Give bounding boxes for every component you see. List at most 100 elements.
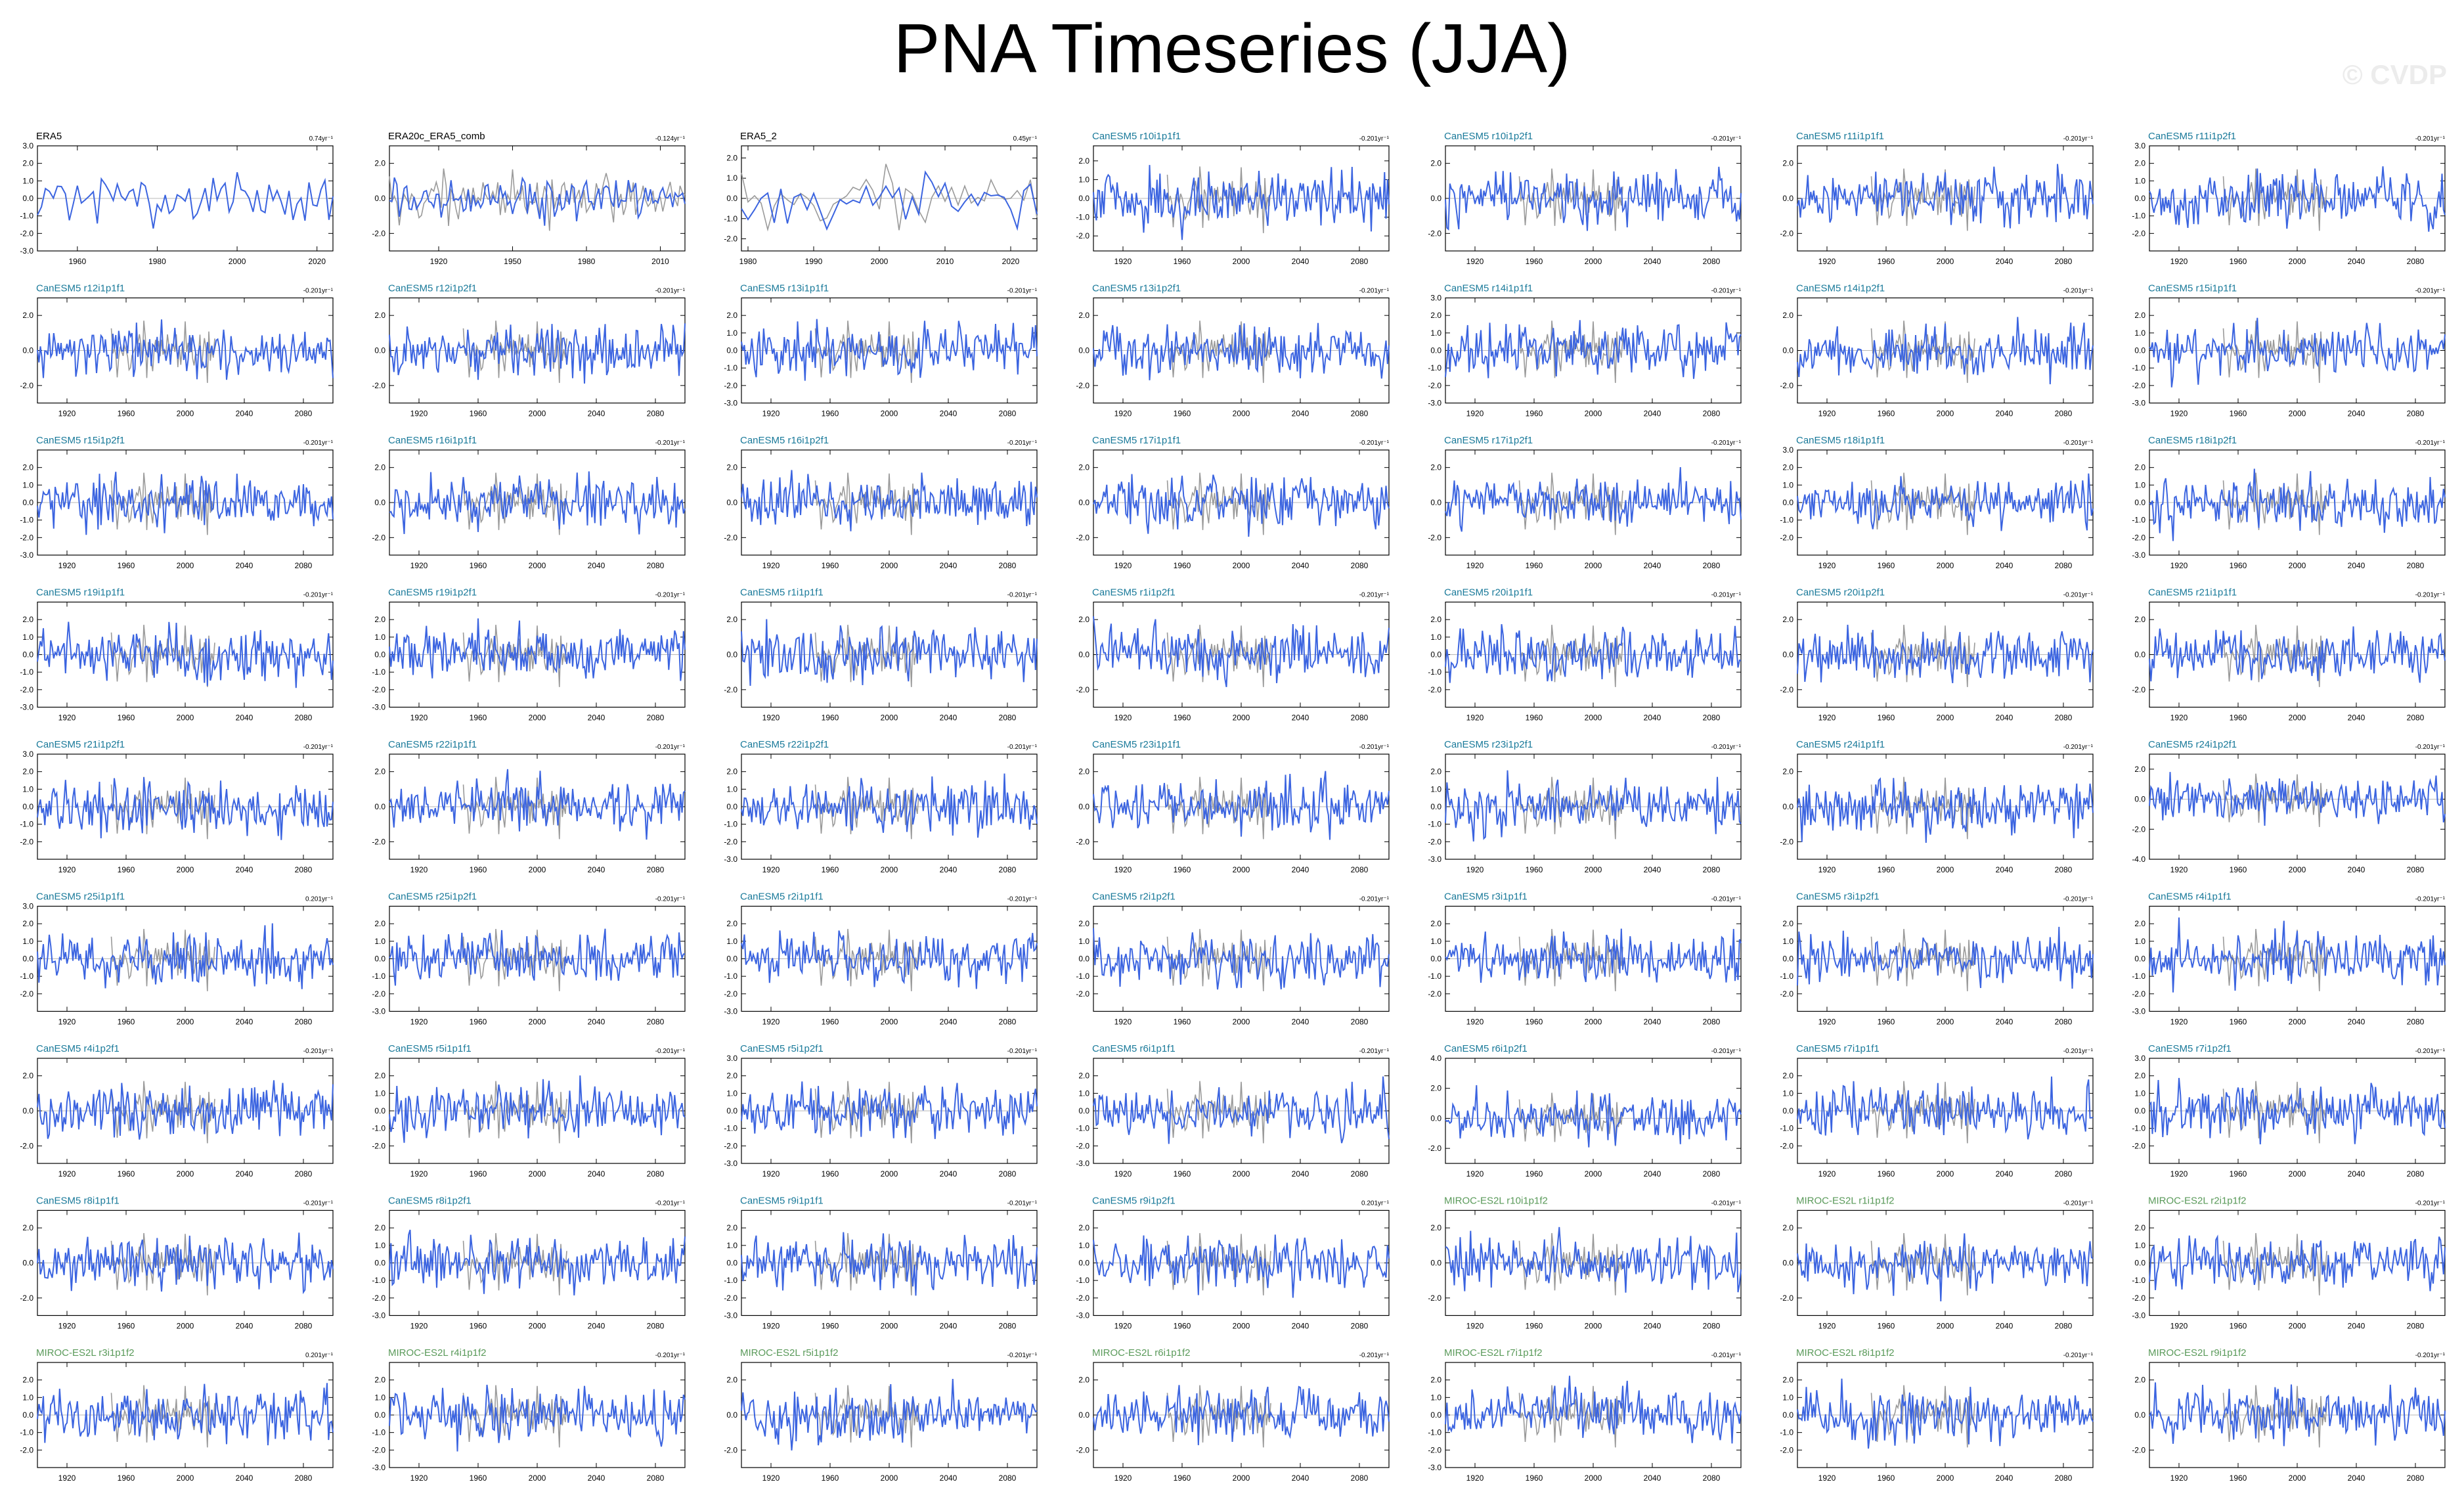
y-tick-label: 0.0 [374, 802, 385, 811]
panel-40: CanESM5 r3i1p1f1 -0.201yr⁻¹ 2.0 1.0 0.0 -1.0 -… [1428, 891, 1742, 1027]
y-tick-label: 2.0 [2134, 159, 2145, 168]
y-tick-label: 2.0 [1430, 159, 1441, 168]
y-tick-label: 1.0 [374, 1089, 385, 1098]
x-tick-label: 2000 [2289, 865, 2306, 874]
x-tick-label: 2000 [1937, 713, 1954, 723]
y-tick-label: -2.0 [724, 381, 737, 390]
panel-trend: -0.201yr⁻¹ [1711, 592, 1742, 599]
series-line [2149, 1382, 2446, 1447]
y-tick-label: 1.0 [1782, 1089, 1793, 1098]
reference-line [2222, 929, 2327, 991]
panel-title: MIROC-ES2L r6i1p1f2 [1092, 1347, 1191, 1359]
y-tick-label: 2.0 [726, 153, 737, 162]
x-tick-label: 2020 [1002, 257, 1020, 266]
x-tick-label: 1960 [1174, 865, 1191, 874]
panel-trend: -0.201yr⁻¹ [2063, 1352, 2094, 1359]
panel-19: CanESM5 r17i1p2f1 -0.201yr⁻¹ 2.0 0.0 -2.0 192… [1428, 435, 1742, 570]
y-tick-label: -1.0 [724, 1276, 737, 1285]
x-tick-label: 2080 [647, 561, 665, 570]
x-tick-label: 2040 [1644, 865, 1661, 874]
x-tick-label: 1980 [578, 257, 596, 266]
reference-line [1166, 929, 1271, 991]
y-tick-label: -2.0 [724, 989, 737, 999]
x-tick-label: 2080 [1351, 713, 1369, 723]
panel-title: CanESM5 r17i1p1f1 [1092, 435, 1181, 446]
x-tick-label: 2000 [529, 1322, 546, 1331]
panel-title: CanESM5 r19i1p2f1 [388, 587, 477, 598]
y-tick-label: 0.0 [1782, 802, 1793, 811]
y-tick-label: 0.0 [1430, 650, 1441, 660]
x-tick-label: 1920 [762, 865, 780, 874]
panel-title: CanESM5 r20i1p2f1 [1796, 587, 1885, 598]
y-tick-label: 2.0 [22, 311, 33, 320]
y-tick-label: 3.0 [1782, 445, 1793, 455]
x-tick-label: 2000 [1937, 409, 1954, 418]
x-tick-label: 2000 [881, 713, 898, 723]
x-tick-label: 2080 [1703, 1169, 1721, 1179]
y-tick-label: -2.0 [1780, 1445, 1793, 1454]
panel-43: CanESM5 r4i1p2f1 -0.201yr⁻¹ 2.0 0.0 -2.0 1920… [20, 1043, 334, 1179]
y-tick-label: 0.0 [22, 498, 33, 507]
x-tick-label: 1960 [1878, 1322, 1895, 1331]
panel-trend: -0.201yr⁻¹ [303, 1200, 334, 1207]
y-tick-label: 2.0 [1782, 463, 1793, 472]
y-tick-label: -2.0 [372, 1445, 385, 1454]
panel-trend: 0.201yr⁻¹ [1361, 1200, 1390, 1207]
x-tick-label: 2080 [1703, 1473, 1721, 1483]
x-tick-label: 2040 [588, 409, 605, 418]
panel-trend: -0.201yr⁻¹ [303, 592, 334, 599]
series-line [1093, 323, 1390, 380]
y-tick-label: 2.0 [726, 615, 737, 624]
panel-20: CanESM5 r18i1p1f1 -0.201yr⁻¹ 3.0 2.0 1.0 0.0 -… [1780, 435, 2094, 570]
x-tick-label: 2080 [2055, 1018, 2073, 1027]
y-tick-label: 2.0 [1782, 159, 1793, 168]
series-line [1445, 166, 1742, 231]
x-tick-label: 2040 [1292, 1322, 1309, 1331]
x-tick-label: 2040 [588, 1322, 605, 1331]
reference-line [1870, 929, 1975, 991]
panel-trend: -0.201yr⁻¹ [2063, 744, 2094, 751]
y-tick-label: 0.0 [1078, 802, 1089, 811]
series-line [37, 1383, 334, 1446]
x-tick-label: 2040 [1644, 561, 1661, 570]
panel-trend: -0.201yr⁻¹ [1007, 1352, 1038, 1359]
x-tick-label: 2040 [1644, 1018, 1661, 1027]
x-tick-label: 2040 [588, 865, 605, 874]
x-tick-label: 1920 [410, 561, 428, 570]
x-tick-label: 2040 [1644, 409, 1661, 418]
y-tick-label: -2.0 [372, 837, 385, 846]
reference-line [462, 929, 567, 991]
y-tick-label: -2.0 [1428, 1445, 1441, 1454]
y-tick-label: -2.0 [1780, 1141, 1793, 1150]
panel-63: MIROC-ES2L r9i1p1f2 -0.201yr⁻¹ 2.0 0.0 -2.0 1… [2132, 1347, 2446, 1483]
y-tick-label: 0.0 [1430, 1259, 1441, 1268]
x-tick-label: 2040 [2348, 1473, 2365, 1483]
y-tick-label: -2.0 [20, 837, 33, 846]
panel-title: CanESM5 r6i1p1f1 [1092, 1043, 1176, 1054]
y-tick-label: 0.0 [2134, 498, 2145, 507]
x-tick-label: 2080 [295, 1322, 313, 1331]
x-tick-label: 1920 [1466, 1473, 1484, 1483]
y-tick-label: -2.0 [20, 533, 33, 542]
y-tick-label: 2.0 [1078, 1376, 1089, 1385]
y-tick-label: 0.0 [1782, 1106, 1793, 1115]
series-line [741, 619, 1038, 686]
panel-11: CanESM5 r13i1p2f1 -0.201yr⁻¹ 2.0 0.0 -2.0 192… [1076, 283, 1390, 418]
x-tick-label: 2000 [1937, 257, 1954, 266]
y-tick-label: -2.0 [724, 1445, 737, 1454]
panel-trend: -0.201yr⁻¹ [2415, 592, 2446, 599]
panel-33: CanESM5 r23i1p2f1 -0.201yr⁻¹ 2.0 1.0 0.0 -1.0… [1428, 739, 1742, 874]
y-tick-label: 2.0 [1078, 615, 1089, 624]
panel-54: MIROC-ES2L r10i1p1f2 -0.201yr⁻¹ 2.0 0.0 -2.0… [1428, 1196, 1742, 1331]
y-tick-label: -1.0 [724, 1124, 737, 1133]
x-tick-label: 2010 [936, 257, 954, 266]
x-tick-label: 1960 [1526, 1473, 1543, 1483]
x-tick-label: 1960 [822, 1473, 839, 1483]
panel-trend: -0.201yr⁻¹ [655, 1200, 686, 1207]
y-tick-label: 1.0 [1430, 633, 1441, 642]
x-tick-label: 2000 [2289, 1473, 2306, 1483]
x-tick-label: 1920 [410, 1018, 428, 1027]
y-tick-label: -1.0 [20, 212, 33, 221]
reference-line [110, 1385, 215, 1448]
panel-47: CanESM5 r6i1p2f1 -0.201yr⁻¹ 4.0 2.0 0.0 -2.0 1… [1428, 1043, 1742, 1179]
